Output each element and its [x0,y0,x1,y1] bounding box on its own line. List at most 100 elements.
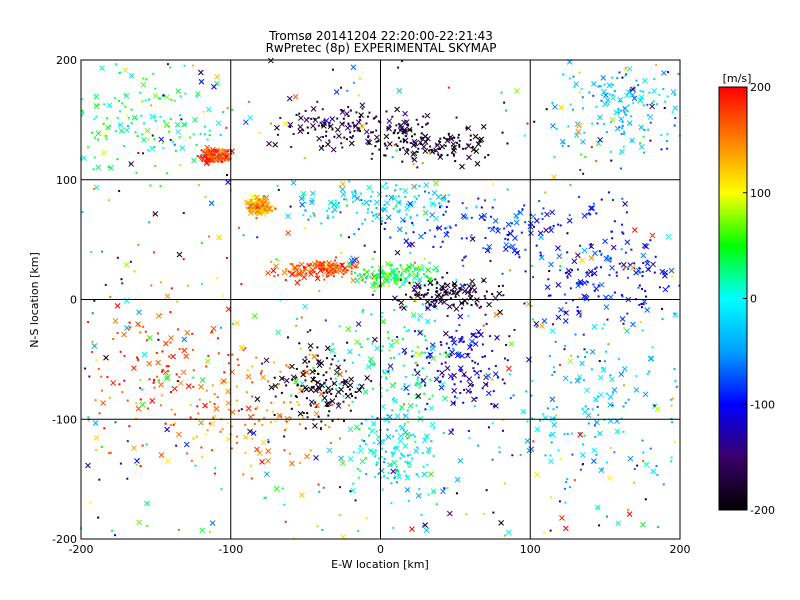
scatter-dot-point [656,473,659,476]
scatter-cross-point [414,293,421,299]
scatter-dot-point [145,78,148,81]
scatter-dot-point [136,356,139,359]
scatter-dot-point [467,429,470,432]
scatter-dot-point [325,134,328,137]
scatter-dot-point [302,214,305,217]
scatter-cross-point [607,294,614,301]
scatter-dot-point [573,86,576,89]
scatter-cross-point [421,471,428,478]
scatter-dot-point [390,502,393,505]
scatter-cross-point [387,363,394,370]
scatter-cross-point [429,421,436,428]
scatter-dot-point [249,207,252,210]
scatter-dot-point [531,380,534,383]
scatter-cross-point [430,345,436,352]
scatter-cross-point [204,358,211,365]
scatter-dot-point [324,319,327,322]
scatter-cross-point [417,276,423,283]
scatter-cross-point [622,201,628,207]
scatter-dot-point [622,384,625,387]
scatter-dot-point [367,204,370,207]
scatter-dot-point [601,366,604,369]
scatter-cross-point [422,133,429,140]
scatter-dot-point [371,257,374,260]
scatter-dot-point [202,110,205,113]
scatter-dot-point [200,422,203,425]
scatter-dot-point [402,146,405,149]
scatter-dot-point [380,455,383,458]
scatter-dot-point [304,427,307,430]
scatter-dot-point [464,284,467,287]
scatter-cross-point [433,180,439,187]
scatter-dot-point [174,149,177,152]
scatter-dot-point [485,322,488,325]
scatter-dot-point [195,435,198,438]
scatter-dot-point [226,150,229,153]
scatter-dot-point [407,275,410,278]
scatter-dot-point [392,132,395,135]
scatter-dot-point [190,459,193,462]
scatter-dot-point [151,134,154,137]
scatter-cross-point [285,230,292,236]
scatter-dot-point [309,262,312,265]
scatter-dot-point [358,353,361,356]
scatter-dot-point [197,184,200,187]
scatter-dot-point [386,414,389,417]
scatter-cross-point [329,116,336,122]
scatter-dot-point [461,335,464,338]
scatter-dot-point [306,416,309,419]
scatter-dot-point [413,368,416,371]
scatter-cross-point [477,137,483,144]
scatter-dot-point [169,311,172,314]
scatter-dot-point [281,487,284,490]
scatter-dot-point [145,339,148,342]
scatter-dot-point [93,136,96,139]
scatter-dot-point [289,125,292,128]
scatter-dot-point [263,416,266,419]
scatter-cross-point [259,198,265,204]
scatter-dot-point [319,428,322,431]
scatter-dot-point [509,397,512,400]
scatter-dot-point [518,256,521,259]
scatter-dot-point [648,91,651,94]
scatter-cross-point [386,125,392,132]
scatter-dot-point [366,338,369,341]
scatter-dot-point [393,143,396,146]
scatter-dot-point [564,345,567,348]
scatter-dot-point [413,435,416,438]
scatter-dot-point [103,133,106,136]
scatter-dot-point [408,384,411,387]
scatter-dot-point [227,408,230,411]
scatter-dot-point [167,370,170,373]
scatter-cross-point [415,351,422,358]
scatter-dot-point [503,357,506,360]
scatter-dot-point [482,324,485,327]
scatter-dot-point [413,330,416,333]
scatter-dot-point [414,185,417,188]
scatter-dot-point [418,386,421,389]
scatter-dot-point [321,108,324,111]
scatter-cross-point [214,73,221,80]
scatter-dot-point [222,111,225,114]
scatter-dot-point [458,289,461,292]
scatter-cross-point [303,386,310,393]
scatter-dot-point [109,296,112,299]
scatter-dot-point [595,421,598,424]
scatter-dot-point [576,355,579,358]
scatter-dot-point [414,361,417,364]
scatter-dot-point [325,371,328,374]
scatter-cross-point [407,402,414,409]
scatter-dot-point [501,418,504,421]
scatter-dot-point [547,294,550,297]
scatter-dot-point [581,463,584,466]
scatter-dot-point [325,210,328,213]
scatter-dot-point [426,402,429,405]
scatter-dot-point [197,412,200,415]
scatter-dot-point [455,116,458,119]
scatter-dot-point [298,279,301,282]
scatter-dot-point [328,268,331,271]
scatter-dot-point [130,122,133,125]
scatter-cross-point [101,149,107,156]
scatter-cross-point [668,267,675,274]
scatter-dot-point [622,132,625,135]
